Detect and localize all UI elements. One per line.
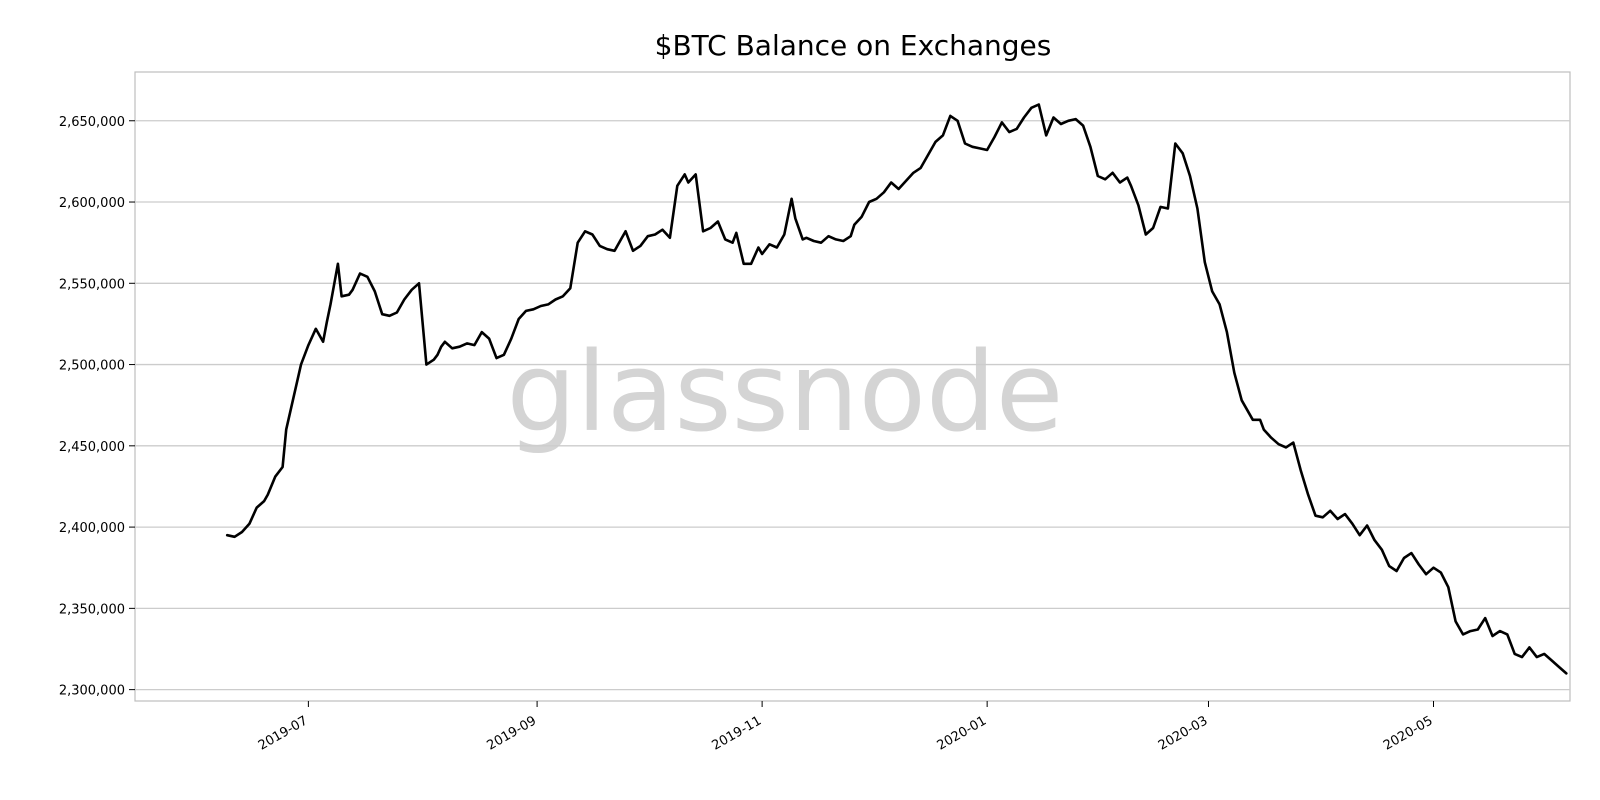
x-tick-label: 2020-01: [935, 713, 990, 753]
y-axis: 2,300,000 2,350,000 2,400,000 2,450,000 2,50…: [59, 115, 135, 699]
y-tick-label: 2,350,000: [59, 602, 125, 617]
y-tick-label: 2,300,000: [59, 684, 125, 699]
x-axis: 2019-07 2019-09 2019-11 2020-01 2020-03 2020-…: [256, 701, 1436, 754]
x-tick-label: 2019-11: [710, 713, 765, 753]
y-tick-label: 2,400,000: [59, 521, 125, 536]
y-tick-label: 2,500,000: [59, 359, 125, 374]
gridlines: [135, 120, 1570, 691]
series-group: [225, 103, 1568, 675]
y-tick-label: 2,450,000: [59, 440, 125, 455]
plot-area: [134, 71, 1571, 702]
x-tick-label: 2019-07: [256, 713, 311, 753]
x-tick-label: 2019-09: [485, 713, 540, 753]
x-tick-label: 2020-05: [1381, 713, 1436, 753]
watermark: glassnode: [507, 328, 1064, 456]
chart-title: $BTC Balance on Exchanges: [655, 29, 1052, 62]
y-tick-label: 2,650,000: [59, 115, 125, 130]
series-line: [225, 103, 1568, 675]
y-tick-label: 2,600,000: [59, 196, 125, 211]
x-tick-label: 2020-03: [1156, 713, 1211, 753]
y-tick-label: 2,550,000: [59, 277, 125, 292]
